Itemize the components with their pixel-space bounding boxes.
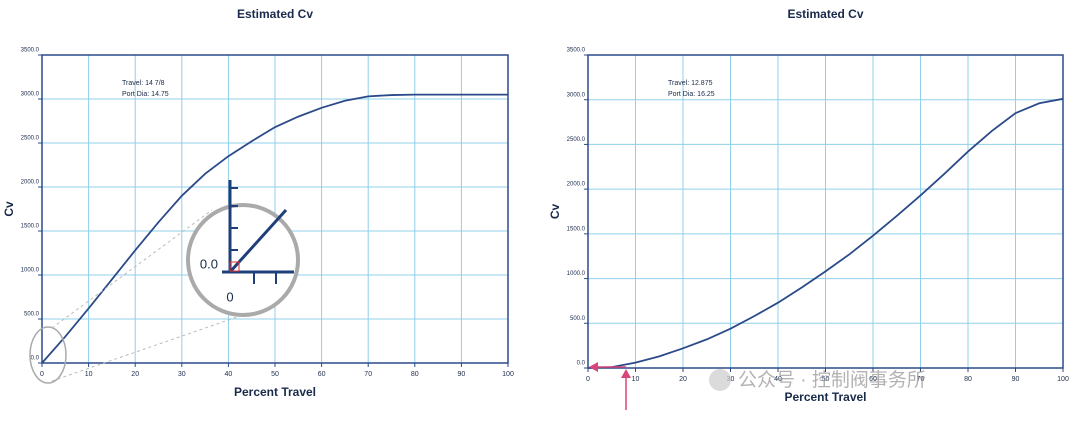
annotation: Travel: 12.875 <box>668 80 713 87</box>
inset-label: 0 <box>226 289 233 304</box>
y-tick-label: 3000.0 <box>567 92 586 98</box>
x-tick-label: 50 <box>271 371 279 378</box>
x-tick-label: 0 <box>586 376 590 383</box>
data-line <box>587 97 1064 369</box>
y-tick-label: 2000.0 <box>567 182 586 188</box>
y-tick-label: 2000.0 <box>21 180 40 186</box>
y-tick-label: 1000.0 <box>567 271 586 277</box>
y-tick-label: 3500.0 <box>567 48 586 54</box>
arrow-head <box>621 369 631 378</box>
watermark-icon <box>709 369 731 391</box>
y-tick-label: 1500.0 <box>567 226 586 232</box>
x-tick-label: 10 <box>632 376 640 383</box>
watermark: 公众号 · 控制阀事务所 <box>738 369 926 391</box>
x-tick-label: 40 <box>225 371 233 378</box>
data-line <box>41 93 508 364</box>
y-tick-label: 500.0 <box>24 312 40 318</box>
y-tick-label: 500.0 <box>570 316 586 322</box>
x-tick-label: 30 <box>178 371 186 378</box>
y-tick-label: 1500.0 <box>21 224 40 230</box>
y-tick-label: 1000.0 <box>21 268 40 274</box>
y-tick-label: 2500.0 <box>567 137 586 143</box>
plot-frame <box>587 54 1064 369</box>
x-tick-label: 80 <box>411 371 419 378</box>
x-axis-label: Percent Travel <box>234 385 316 399</box>
x-tick-label: 100 <box>1057 376 1069 383</box>
chart-title: Estimated Cv <box>787 7 863 21</box>
inset-label: 0.0 <box>200 256 218 271</box>
focus-ring <box>29 326 67 384</box>
annotation: Port Dia: 16.25 <box>668 91 715 98</box>
y-tick-label: 3000.0 <box>21 92 40 98</box>
y-axis-label: Cv <box>2 201 16 217</box>
x-tick-label: 50 <box>822 376 830 383</box>
x-axis-label: Percent Travel <box>784 390 866 404</box>
x-tick-label: 20 <box>679 376 687 383</box>
plot-frame <box>41 54 509 364</box>
x-tick-label: 10 <box>85 371 93 378</box>
y-tick-label: 0.0 <box>31 356 40 362</box>
x-tick-label: 90 <box>1012 376 1020 383</box>
x-tick-label: 20 <box>131 371 139 378</box>
annotation: Port Dia: 14.75 <box>122 91 169 98</box>
x-tick-label: 100 <box>502 371 514 378</box>
lens <box>186 203 300 317</box>
y-axis-label: Cv <box>548 204 562 220</box>
annotation: Travel: 14 7/8 <box>122 80 165 87</box>
x-tick-label: 60 <box>869 376 877 383</box>
x-tick-label: 80 <box>964 376 972 383</box>
guide <box>51 315 241 382</box>
x-tick-label: 70 <box>917 376 925 383</box>
magnifier-inset: 0.00 <box>29 180 300 384</box>
y-tick-label: 2500.0 <box>21 136 40 142</box>
x-tick-label: 60 <box>318 371 326 378</box>
y-tick-label: 0.0 <box>577 361 586 367</box>
arrow-head <box>589 362 598 372</box>
x-tick-label: 90 <box>458 371 466 378</box>
x-tick-label: 0 <box>40 371 44 378</box>
y-tick-label: 3500.0 <box>21 48 40 54</box>
x-tick-label: 70 <box>364 371 372 378</box>
x-tick-label: 40 <box>774 376 782 383</box>
inset-marker <box>229 261 240 272</box>
chart-title: Estimated Cv <box>237 7 313 21</box>
